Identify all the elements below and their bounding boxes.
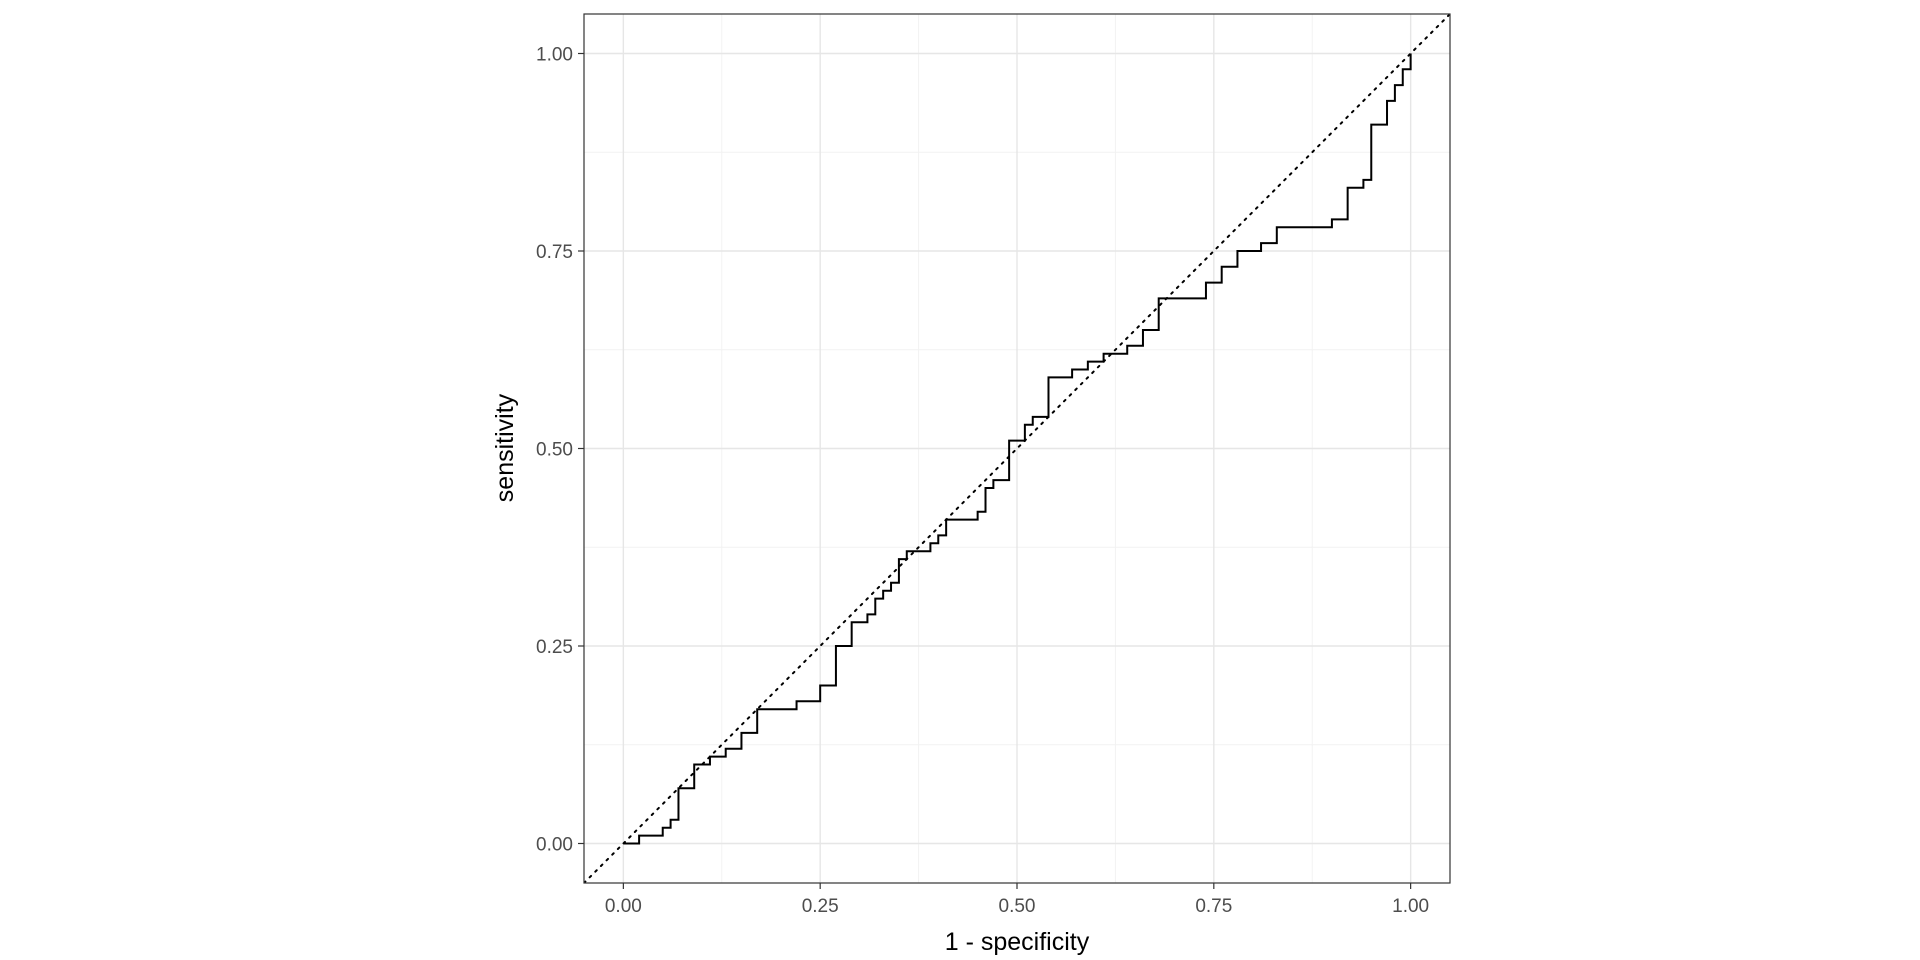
x-tick-label: 0.50 bbox=[999, 896, 1036, 917]
roc-curve-layer bbox=[623, 53, 1412, 845]
y-tick-label: 1.00 bbox=[536, 45, 573, 66]
roc-curve-line bbox=[623, 53, 1412, 845]
y-tick-label: 0.00 bbox=[536, 835, 573, 856]
x-tick-label: 1.00 bbox=[1392, 896, 1429, 917]
x-tick-label: 0.75 bbox=[1195, 896, 1232, 917]
y-axis: 0.00 0.25 0.50 0.75 1.00 bbox=[536, 45, 584, 856]
x-axis: 0.00 0.25 0.50 0.75 1.00 bbox=[605, 883, 1429, 917]
x-tick-label: 0.25 bbox=[802, 896, 839, 917]
y-axis-title: sensitivity bbox=[491, 393, 519, 502]
x-tick-label: 0.00 bbox=[605, 896, 642, 917]
grid-major bbox=[584, 14, 1450, 883]
y-tick-label: 0.75 bbox=[536, 242, 573, 263]
y-tick-label: 0.50 bbox=[536, 440, 573, 461]
y-tick-label: 0.25 bbox=[536, 637, 573, 658]
x-axis-title: 1 - specificity bbox=[945, 928, 1090, 956]
